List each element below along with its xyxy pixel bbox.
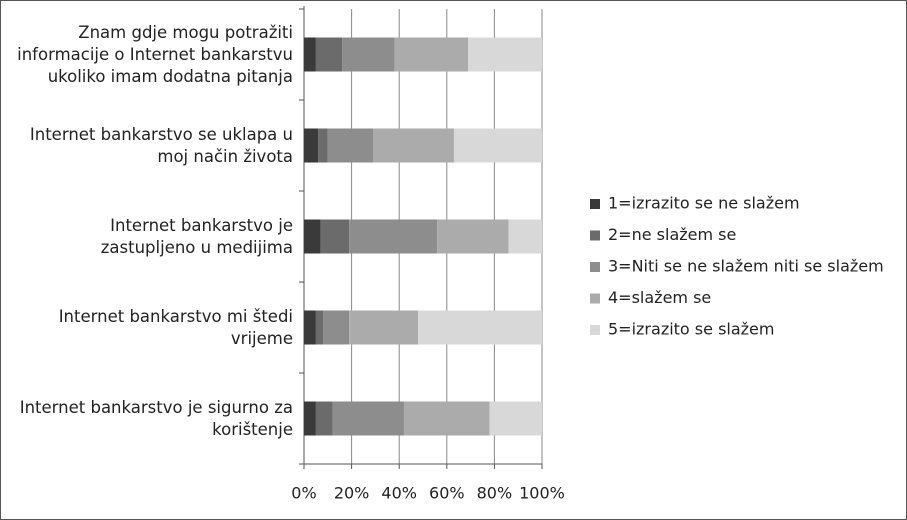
bar-segment [453,128,542,163]
bar-segment [373,128,454,163]
legend-label: 5=izrazito se slažem [608,320,774,339]
x-tick-label: 80% [477,484,513,503]
bar-segment [349,219,438,254]
legend-swatch [590,262,600,272]
legend-swatch [590,293,600,304]
x-tick-label: 0% [291,484,316,503]
bar-segment [315,401,333,436]
bar-segment [327,128,374,163]
bar-segment [403,401,490,436]
x-tick-label: 20% [334,484,370,503]
category-label: Internet bankarstvo je sigurno za korišt… [19,397,293,439]
legend-label: 2=ne slažem se [608,225,736,244]
bar-segment [320,219,350,254]
bar-segment [489,401,542,436]
bar-segment [304,37,316,72]
x-tick-label: 100% [519,484,565,503]
category-label: Internet bankarstvo je zastupljeno u med… [100,215,293,257]
legend-swatch [590,199,600,209]
bar-segment [304,219,321,254]
legend-label: 4=slažem se [608,288,711,307]
bar-segment [418,310,542,345]
bar-segment [437,219,509,254]
bar-segment [394,37,469,72]
x-tick-label: 60% [429,484,465,503]
bar-segment [342,37,395,72]
bar-segment [315,310,324,345]
legend-label: 3=Niti se ne slažem niti se slažem [608,257,884,276]
category-label: Znam gdje mogu potražiti informacije o I… [17,22,293,86]
bar-segment [304,128,319,163]
legend-swatch [590,230,600,241]
x-tick-label: 40% [381,484,417,503]
category-label: Internet bankarstvo mi štedi vrijeme [58,306,293,348]
bar-segment [304,401,316,436]
bar-segment [349,310,419,345]
bar-segment [318,128,328,163]
bar-segment [304,310,316,345]
legend-label: 1=izrazito se ne slažem [608,194,800,213]
category-label: Internet bankarstvo se uklapa u moj nači… [29,124,293,166]
bar-segment [508,219,542,254]
bar-segment [468,37,542,72]
bar-segment [315,37,343,72]
bar-segment [323,310,350,345]
legend-swatch [590,325,600,335]
bar-segment [332,401,404,436]
